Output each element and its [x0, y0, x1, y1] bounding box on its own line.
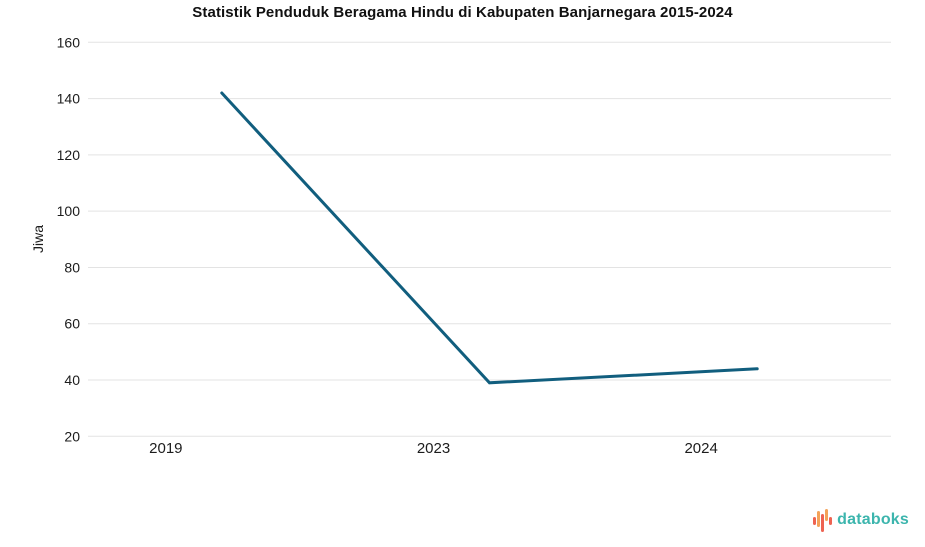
chart-title: Statistik Penduduk Beragama Hindu di Kab…	[192, 4, 733, 21]
y-tick-label: 120	[57, 147, 81, 163]
databoks-logo-text: databoks	[837, 511, 909, 528]
line-chart-plot-area: 20 40 60 80 100 120 140 160 2019 2023 2024	[57, 34, 891, 457]
logo-bar	[821, 514, 825, 532]
x-tick-label: 2019	[149, 440, 182, 457]
x-tick-label: 2024	[684, 440, 717, 457]
y-tick-label: 160	[57, 34, 81, 50]
data-series-line	[220, 91, 759, 385]
databoks-pulse-bars-icon	[813, 509, 833, 532]
databoks-logo: databoks	[813, 507, 909, 533]
y-tick-label: 100	[57, 203, 81, 219]
logo-bar	[813, 517, 817, 525]
y-tick-label: 20	[64, 428, 80, 444]
y-tick-label: 60	[64, 316, 80, 332]
y-tick-label: 40	[64, 372, 80, 388]
logo-bar	[829, 517, 833, 525]
logo-bar	[817, 511, 821, 527]
y-tick-label: 140	[57, 91, 81, 107]
y-tick-label: 80	[64, 259, 80, 275]
logo-bar	[825, 509, 829, 521]
x-tick-label: 2023	[417, 440, 450, 457]
